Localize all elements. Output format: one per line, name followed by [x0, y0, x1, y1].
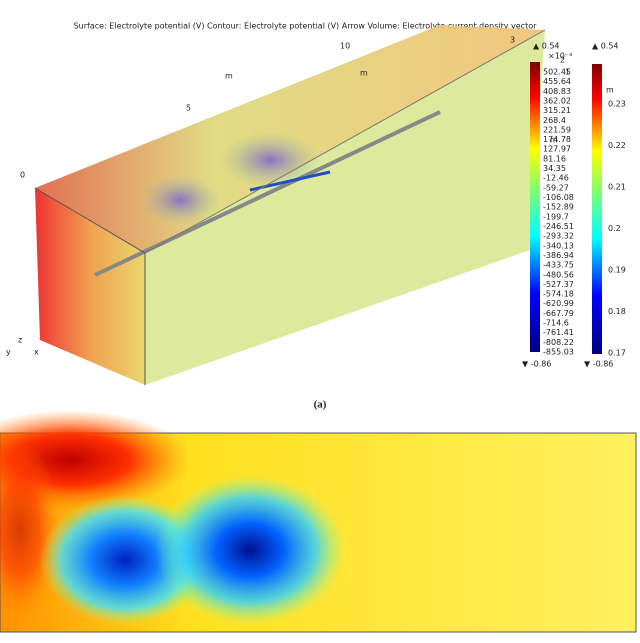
plot-title: Surface: Electrolyte potential (V) Conto… — [74, 22, 538, 31]
legend-scale: ×10⁻³ — [548, 52, 572, 61]
caption: (a) — [314, 399, 327, 411]
axis-unit: m — [225, 72, 233, 81]
colorbar-label: -199.7 — [543, 212, 569, 221]
colorbar-label: -59.27 — [543, 183, 569, 192]
colorbar-label: 0.2 — [608, 224, 621, 233]
colorbar-label: -761.41 — [543, 328, 574, 337]
colorbar-label: 0.23 — [608, 100, 626, 109]
colorbar-label: -714.6 — [543, 319, 569, 328]
colorbar-label: -855.03 — [543, 348, 574, 357]
colorbar-label: -808.22 — [543, 338, 574, 347]
colorbar-label: 315.21 — [543, 106, 571, 115]
colorbar-label: 502.45 — [543, 68, 571, 77]
colorbar-label: -433.75 — [543, 261, 574, 270]
legend-max: ▲ 0.54 — [533, 42, 560, 51]
colorbar-label: 34.35 — [543, 164, 566, 173]
colorbar-label: -152.89 — [543, 203, 574, 212]
axis-tick-label: 3 — [510, 36, 515, 45]
colorbar-label: 0.18 — [608, 307, 626, 316]
axis-unit: m — [360, 69, 368, 78]
surface-colorbar — [592, 64, 602, 354]
colorbar-label: 0.22 — [608, 141, 626, 150]
colorbar-label: 408.83 — [543, 87, 571, 96]
axis-triad-label: x — [34, 348, 39, 357]
axis-tick-label: 0 — [20, 171, 25, 180]
legend-max: ▲ 0.54 — [592, 42, 619, 51]
legend-min: ▼ -0.86 — [522, 360, 551, 369]
colorbar-label: -293.32 — [543, 232, 574, 241]
axis-triad-label: y — [6, 348, 11, 357]
axis-triad-label: z — [18, 336, 22, 345]
colorbar-label: 362.02 — [543, 96, 571, 105]
colorbar-label: -12.46 — [543, 174, 569, 183]
legend-unit: m — [606, 86, 614, 95]
result-image — [0, 410, 637, 633]
colorbar-label: 81.16 — [543, 154, 566, 163]
domain-box — [34, 25, 546, 385]
colorbar-label: -620.99 — [543, 299, 574, 308]
colorbar-label: 268.4 — [543, 116, 566, 125]
axis-tick-label: 10 — [340, 42, 350, 51]
colorbar-label: -574.18 — [543, 290, 574, 299]
colorbar-label: 174.78 — [543, 135, 571, 144]
colorbar-label: -106.08 — [543, 193, 574, 202]
colorbar-label: -667.79 — [543, 309, 574, 318]
colorbar-label: -246.51 — [543, 222, 574, 231]
colorbar-label: 0.19 — [608, 266, 626, 275]
colorbar-label: 0.17 — [608, 349, 626, 358]
colorbar-label: -480.56 — [543, 270, 574, 279]
colorbar-label: 127.97 — [543, 145, 571, 154]
axis-tick-label: 5 — [186, 104, 191, 113]
axis-tick-label: 1 — [565, 68, 570, 77]
legend-min: ▼ -0.86 — [584, 360, 613, 369]
axis-unit: m — [550, 136, 558, 145]
axis-tick-label: 2 — [560, 56, 565, 65]
arrow-colorbar — [530, 62, 540, 352]
colorbar-label: -340.13 — [543, 241, 574, 250]
colorbar-label: 455.64 — [543, 77, 571, 86]
colorbar-label: -386.94 — [543, 251, 574, 260]
colorbar-label: -527.37 — [543, 280, 574, 289]
colorbar-label: 221.59 — [543, 125, 571, 134]
colorbar-label: 0.21 — [608, 183, 626, 192]
